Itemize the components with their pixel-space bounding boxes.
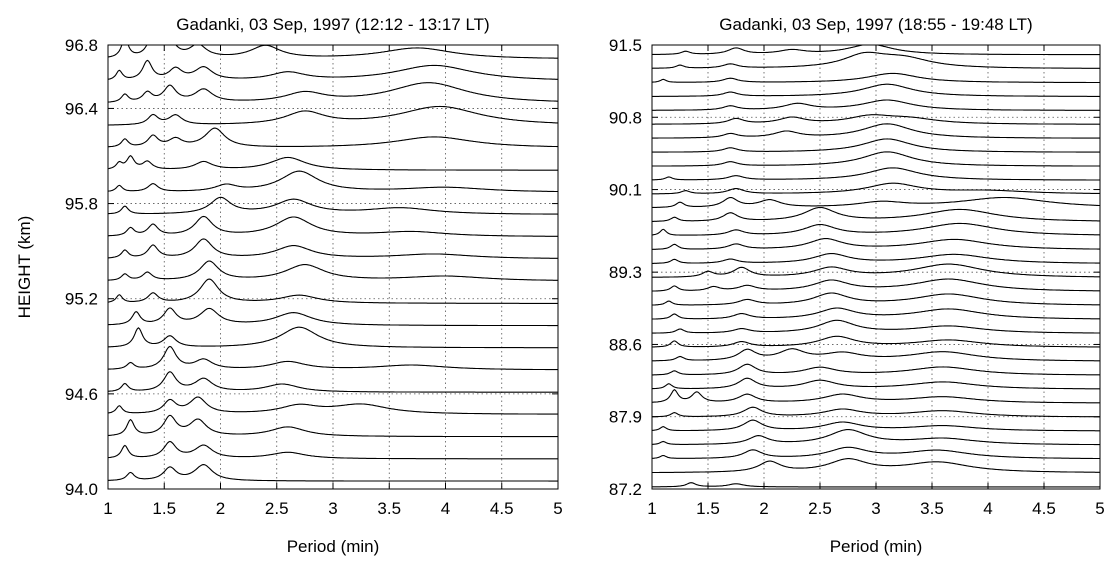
spectrum-curve	[652, 138, 1100, 153]
spectrum-curve	[652, 196, 1100, 209]
spectrum-curve	[652, 253, 1100, 264]
spectrum-curve	[652, 167, 1100, 181]
spectrum-curve	[652, 151, 1100, 167]
x-tick-label: 4	[441, 499, 450, 518]
spectrum-curve	[108, 371, 558, 393]
spectrum-curve	[652, 446, 1100, 460]
spectrum-curve	[652, 263, 1100, 278]
x-tick-label: 5	[1095, 499, 1104, 518]
x-tick-label: 4.5	[490, 499, 514, 518]
spectrum-curve	[108, 238, 558, 259]
y-tick-label: 96.8	[65, 36, 98, 55]
x-tick-label: 1	[647, 499, 656, 518]
x-tick-label: 3.5	[920, 499, 944, 518]
x-tick-label: 3	[328, 499, 337, 518]
spectrum-curve	[108, 59, 558, 80]
spectrum-curve	[652, 429, 1100, 446]
spectrum-curve	[108, 260, 558, 281]
spectrum-curve	[652, 292, 1100, 306]
spectrum-curve	[108, 82, 558, 103]
y-tick-label: 95.2	[65, 290, 98, 309]
y-tick-label: 94.6	[65, 385, 98, 404]
x-axis-label: Period (min)	[830, 537, 923, 556]
y-tick-label: 88.6	[609, 335, 642, 354]
spectrum-curve	[108, 127, 558, 148]
spectrum-curve	[108, 414, 558, 438]
spectrum-curve	[652, 123, 1100, 139]
spectrum-curve	[652, 222, 1100, 236]
spectrum-curve	[108, 196, 558, 215]
spectrum-curve	[652, 406, 1100, 418]
x-tick-label: 4	[983, 499, 992, 518]
spectrum-curve	[652, 182, 1100, 195]
panel: Gadanki, 03 Sep, 1997 (18:55 - 19:48 LT)…	[609, 15, 1105, 556]
spectrum-curve	[108, 345, 558, 371]
spectrum-curve	[652, 319, 1100, 334]
spectrum-curve	[652, 45, 1100, 56]
x-tick-label: 1.5	[696, 499, 720, 518]
y-tick-label: 96.4	[65, 99, 98, 118]
x-tick-label: 3.5	[377, 499, 401, 518]
spectrum-curve	[108, 45, 558, 59]
spectrum-curve	[652, 348, 1100, 362]
y-tick-label: 90.8	[609, 108, 642, 127]
spectrum-curve	[652, 482, 1100, 488]
spectrum-curve	[652, 335, 1100, 348]
spectrum-curve	[108, 326, 558, 349]
spectrum-curve	[108, 440, 558, 460]
x-tick-label: 2	[759, 499, 768, 518]
x-tick-label: 2.5	[265, 499, 289, 518]
x-tick-label: 5	[553, 499, 562, 518]
chart-title: Gadanki, 03 Sep, 1997 (12:12 - 13:17 LT)	[176, 15, 489, 34]
spectrum-curve	[652, 83, 1100, 97]
spectrum-curve	[108, 215, 558, 237]
spectrum-curve	[108, 170, 558, 193]
y-tick-label: 95.8	[65, 195, 98, 214]
x-tick-label: 4.5	[1032, 499, 1056, 518]
spectrum-curve	[652, 389, 1100, 404]
y-tick-label: 87.9	[609, 408, 642, 427]
spectrum-curve	[108, 464, 558, 482]
curves	[108, 45, 558, 482]
spectrum-curve	[652, 237, 1100, 250]
curves	[652, 45, 1100, 488]
y-tick-label: 90.1	[609, 181, 642, 200]
spectrum-curve	[108, 307, 558, 327]
y-tick-label: 94.0	[65, 480, 98, 499]
x-tick-label: 3	[871, 499, 880, 518]
plot-frame	[651, 44, 1101, 490]
spectrum-curve	[108, 396, 558, 415]
y-tick-label: 91.5	[609, 36, 642, 55]
y-axis-label: HEIGHT (km)	[15, 216, 34, 319]
spectrum-curve	[652, 377, 1100, 390]
spectrum-curve	[652, 363, 1100, 376]
spectrum-curve	[652, 99, 1100, 111]
spectrum-curve	[652, 307, 1100, 320]
y-tick-label: 87.2	[609, 480, 642, 499]
x-tick-label: 2	[216, 499, 225, 518]
spectrum-curve	[652, 51, 1100, 69]
spectrum-curve	[652, 278, 1100, 292]
panel: Gadanki, 03 Sep, 1997 (12:12 - 13:17 LT)…	[15, 15, 563, 556]
plot-frame	[107, 44, 559, 490]
spectrum-curve	[108, 278, 558, 304]
spectrum-curve	[108, 155, 558, 171]
x-tick-label: 2.5	[808, 499, 832, 518]
x-tick-label: 1.5	[152, 499, 176, 518]
spectrum-curve	[652, 72, 1100, 84]
spectrum-curve	[652, 458, 1100, 474]
spectrum-curve	[108, 105, 558, 126]
y-tick-label: 89.3	[609, 263, 642, 282]
spectrum-curve	[652, 114, 1100, 125]
spectrum-curve	[652, 419, 1100, 432]
spectrum-curve	[652, 206, 1100, 222]
x-tick-label: 1	[103, 499, 112, 518]
x-axis-label: Period (min)	[287, 537, 380, 556]
chart-title: Gadanki, 03 Sep, 1997 (18:55 - 19:48 LT)	[719, 15, 1032, 34]
